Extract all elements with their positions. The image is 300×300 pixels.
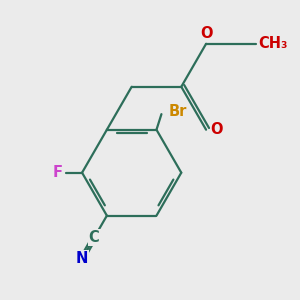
Text: Br: Br xyxy=(169,104,187,119)
Text: O: O xyxy=(210,122,223,137)
Text: C: C xyxy=(89,230,100,245)
Text: O: O xyxy=(200,26,212,41)
Text: N: N xyxy=(76,251,88,266)
Text: CH₃: CH₃ xyxy=(259,36,288,51)
Text: F: F xyxy=(52,165,62,180)
